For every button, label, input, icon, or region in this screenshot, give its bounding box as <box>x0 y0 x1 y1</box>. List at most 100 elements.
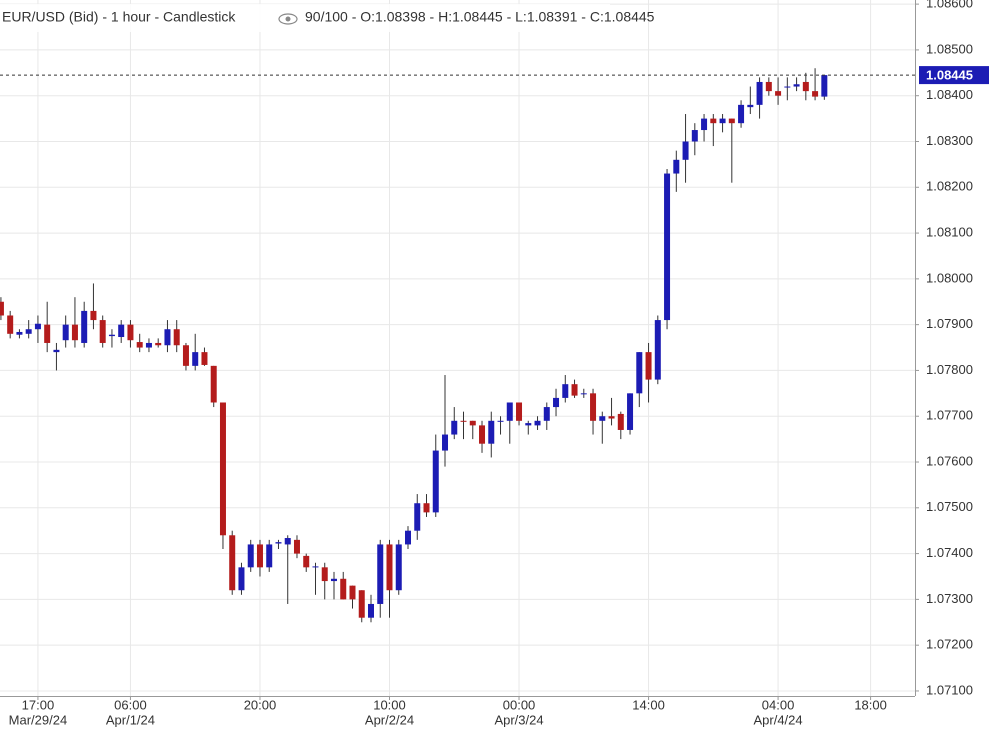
candle-body <box>506 402 513 421</box>
x-tick-label: 20:00 <box>244 697 277 712</box>
candle-body <box>765 81 772 92</box>
candle-body <box>802 81 809 92</box>
candle-body <box>284 538 291 545</box>
x-tick-label: 10:00 <box>373 697 406 712</box>
y-tick-label: 1.08300 <box>926 133 973 148</box>
y-tick-label: 1.07900 <box>926 316 973 331</box>
eye-icon[interactable] <box>278 13 298 25</box>
candle-body <box>414 503 421 531</box>
candle-body <box>553 397 560 408</box>
candle-body <box>608 416 615 419</box>
candle-body <box>497 420 504 422</box>
candle-body <box>738 104 745 124</box>
y-tick-label: 1.08100 <box>926 225 973 240</box>
candle-body <box>118 324 125 338</box>
candle-body <box>44 324 51 343</box>
y-tick-label: 1.08400 <box>926 87 973 102</box>
x-tick-label: 06:00 <box>114 697 147 712</box>
header-backdrop <box>0 4 610 32</box>
candle-body <box>145 342 152 348</box>
candle-body <box>395 544 402 591</box>
candle-body <box>229 535 236 591</box>
candle-body <box>701 118 708 131</box>
y-tick-label: 1.07700 <box>926 408 973 423</box>
candle-body <box>71 324 78 341</box>
candle-body <box>728 118 735 124</box>
x-tick-label: 14:00 <box>632 697 665 712</box>
candle-body <box>90 310 97 321</box>
candle-body <box>358 590 365 618</box>
candle-body <box>367 603 374 618</box>
candle-body <box>821 75 828 97</box>
candle-body <box>127 324 134 341</box>
candle-body <box>266 544 273 568</box>
y-tick-label: 1.07300 <box>926 591 973 606</box>
candle-body <box>710 118 717 124</box>
candle-body <box>590 393 597 421</box>
candle-body <box>16 331 23 335</box>
candle-body <box>210 365 217 403</box>
candle-body <box>108 334 115 337</box>
candle-body <box>812 91 819 97</box>
y-tick-label: 1.07200 <box>926 637 973 652</box>
candle-body <box>534 420 541 426</box>
y-tick-label: 1.07500 <box>926 499 973 514</box>
candle-body <box>673 159 680 174</box>
candle-body <box>173 329 180 346</box>
candle-body <box>377 544 384 604</box>
chart-subtitle: 90/100 - O:1.08398 - H:1.08445 - L:1.083… <box>305 9 655 25</box>
candle-body <box>571 384 578 396</box>
candle-body <box>442 434 449 451</box>
candle-body <box>275 542 282 544</box>
candle-body <box>238 567 245 591</box>
y-tick-label: 1.07400 <box>926 545 973 560</box>
candle-body <box>349 585 356 600</box>
last-price-tag <box>919 66 989 85</box>
candle-body <box>432 450 439 513</box>
candle-body <box>617 413 624 430</box>
candle-body <box>330 578 337 582</box>
candle-body <box>719 118 726 124</box>
candle-body <box>321 567 328 582</box>
candle-body <box>793 84 800 87</box>
y-tick-label: 1.08200 <box>926 179 973 194</box>
x-tick-label: 17:00 <box>22 697 55 712</box>
candle-body <box>756 81 763 105</box>
y-tick-label: 1.07600 <box>926 453 973 468</box>
candle-body <box>53 349 60 353</box>
candle-body <box>293 539 300 554</box>
candle-body <box>562 384 569 398</box>
x-tick-label: 04:00 <box>762 697 795 712</box>
candle-body <box>479 425 486 444</box>
y-tick-label: 1.08000 <box>926 270 973 285</box>
candle-body <box>136 342 143 348</box>
candle-body <box>303 555 310 568</box>
candle-body <box>460 420 467 422</box>
candle-body <box>219 402 226 536</box>
x-tick-date-label: Apr/3/24 <box>494 712 543 727</box>
candle-body <box>784 86 791 88</box>
candle-body <box>664 173 671 321</box>
y-tick-label: 1.07100 <box>926 682 973 697</box>
candle-body <box>645 352 652 380</box>
candle-body <box>747 104 754 108</box>
candle-body <box>599 416 606 421</box>
chart-title: EUR/USD (Bid) - 1 hour - Candlestick <box>2 9 236 25</box>
candle-body <box>580 393 587 395</box>
candle-body <box>386 544 393 591</box>
candle-body <box>164 329 171 346</box>
candle-body <box>256 544 263 568</box>
candle-body <box>682 141 689 160</box>
candle-body <box>488 420 495 444</box>
x-tick-date-label: Apr/4/24 <box>753 712 802 727</box>
candle-body <box>636 352 643 394</box>
candle-body <box>25 329 32 334</box>
x-tick-date-label: Apr/1/24 <box>106 712 155 727</box>
candle-body <box>155 342 162 346</box>
candle-body <box>7 315 14 334</box>
candle-body <box>627 393 634 430</box>
x-tick-label: 18:00 <box>854 697 887 712</box>
candle-body <box>182 345 189 366</box>
y-tick-label: 1.08500 <box>926 41 973 56</box>
